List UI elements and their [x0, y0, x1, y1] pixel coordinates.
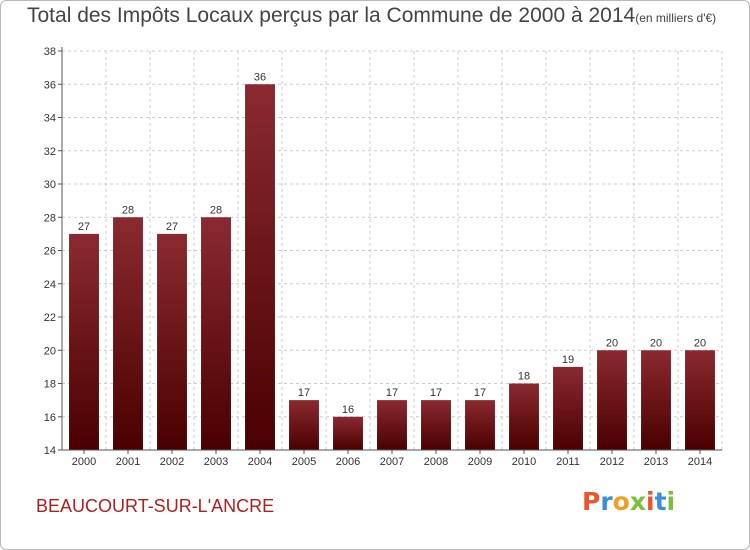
- bar: [377, 400, 407, 450]
- commune-name: BEAUCOURT-SUR-L'ANCRE: [36, 496, 275, 516]
- bar: [597, 350, 627, 450]
- logo-letter: i: [666, 487, 676, 516]
- bar: [641, 350, 671, 450]
- bar-value-label: 19: [562, 354, 574, 366]
- logo-letter: x: [629, 487, 646, 516]
- bar: [553, 366, 583, 450]
- bar: [289, 400, 319, 450]
- x-tick-label: 2009: [468, 456, 492, 468]
- bar-value-label: 27: [78, 221, 90, 233]
- axis-layer: 14 16 18 20 22 24 26 28 30 32 34 36 38 2000 2001 2002 20…: [44, 46, 722, 468]
- x-tick-label: 2014: [688, 456, 712, 468]
- bar: [509, 383, 539, 450]
- bar: [333, 416, 363, 450]
- y-tick-label: 30: [44, 179, 56, 191]
- bar-value-label: 17: [430, 387, 442, 399]
- bar-value-label: 20: [650, 337, 662, 349]
- bar-value-label: 20: [606, 337, 618, 349]
- x-tick-label: 2010: [512, 456, 536, 468]
- bar: [465, 400, 495, 450]
- bar: [157, 233, 187, 450]
- logo-letter: t: [654, 487, 667, 516]
- x-tick-label: 2006: [336, 456, 360, 468]
- bar: [245, 84, 275, 450]
- x-tick-label: 2008: [424, 456, 448, 468]
- x-tick-label: 2001: [116, 456, 140, 468]
- y-tick-label: 24: [44, 279, 56, 291]
- y-tick-label: 38: [44, 46, 56, 58]
- logo-letter: P: [582, 487, 601, 516]
- bar-value-label: 27: [166, 221, 178, 233]
- x-tick-label: 2012: [600, 456, 624, 468]
- y-tick-label: 36: [44, 79, 56, 91]
- x-tick-label: 2002: [160, 456, 184, 468]
- x-tick-label: 2004: [248, 456, 272, 468]
- bar-layer: [69, 84, 715, 450]
- y-tick-label: 22: [44, 312, 56, 324]
- chart-unit: (en milliers d'€): [635, 11, 717, 25]
- logo-letter: i: [646, 487, 655, 516]
- bar-value-label: 17: [298, 387, 310, 399]
- y-tick-label: 34: [44, 113, 56, 125]
- bar: [421, 400, 451, 450]
- y-tick-label: 14: [44, 445, 56, 457]
- y-tick-label: 28: [44, 212, 56, 224]
- bar-value-label: 18: [518, 371, 530, 383]
- x-tick-label: 2005: [292, 456, 316, 468]
- x-tick-label: 2007: [380, 456, 404, 468]
- bar-value-label: 17: [386, 387, 398, 399]
- y-tick-label: 26: [44, 246, 56, 258]
- logo-letter: o: [612, 487, 630, 516]
- x-tick-label: 2003: [204, 456, 228, 468]
- proxiti-logo: Proxiti: [582, 487, 675, 516]
- bar-value-label: 20: [694, 337, 706, 349]
- chart-title-text: Total des Impôts Locaux perçus par la Co…: [27, 4, 636, 27]
- y-tick-label: 18: [44, 379, 56, 391]
- bar-value-label: 28: [210, 204, 222, 216]
- x-tick-label: 2013: [644, 456, 668, 468]
- y-tick-label: 20: [44, 345, 56, 357]
- bar: [201, 217, 231, 450]
- bar-value-label: 36: [254, 71, 266, 83]
- bar-value-label: 16: [342, 404, 354, 416]
- bar: [69, 233, 99, 450]
- bar-value-label: 28: [122, 204, 134, 216]
- y-tick-label: 32: [44, 146, 56, 158]
- x-tick-label: 2000: [72, 456, 96, 468]
- logo-letter: r: [600, 487, 613, 516]
- x-tick-label: 2011: [556, 456, 580, 468]
- y-tick-label: 16: [44, 412, 56, 424]
- bar: [113, 217, 143, 450]
- chart-title: Total des Impôts Locaux perçus par la Co…: [27, 4, 716, 28]
- bar-value-label: 17: [474, 387, 486, 399]
- bar: [685, 350, 715, 450]
- label-layer: 27 28 27 28 36 17 16 17 17 17 18 19 20 20 20: [78, 71, 706, 416]
